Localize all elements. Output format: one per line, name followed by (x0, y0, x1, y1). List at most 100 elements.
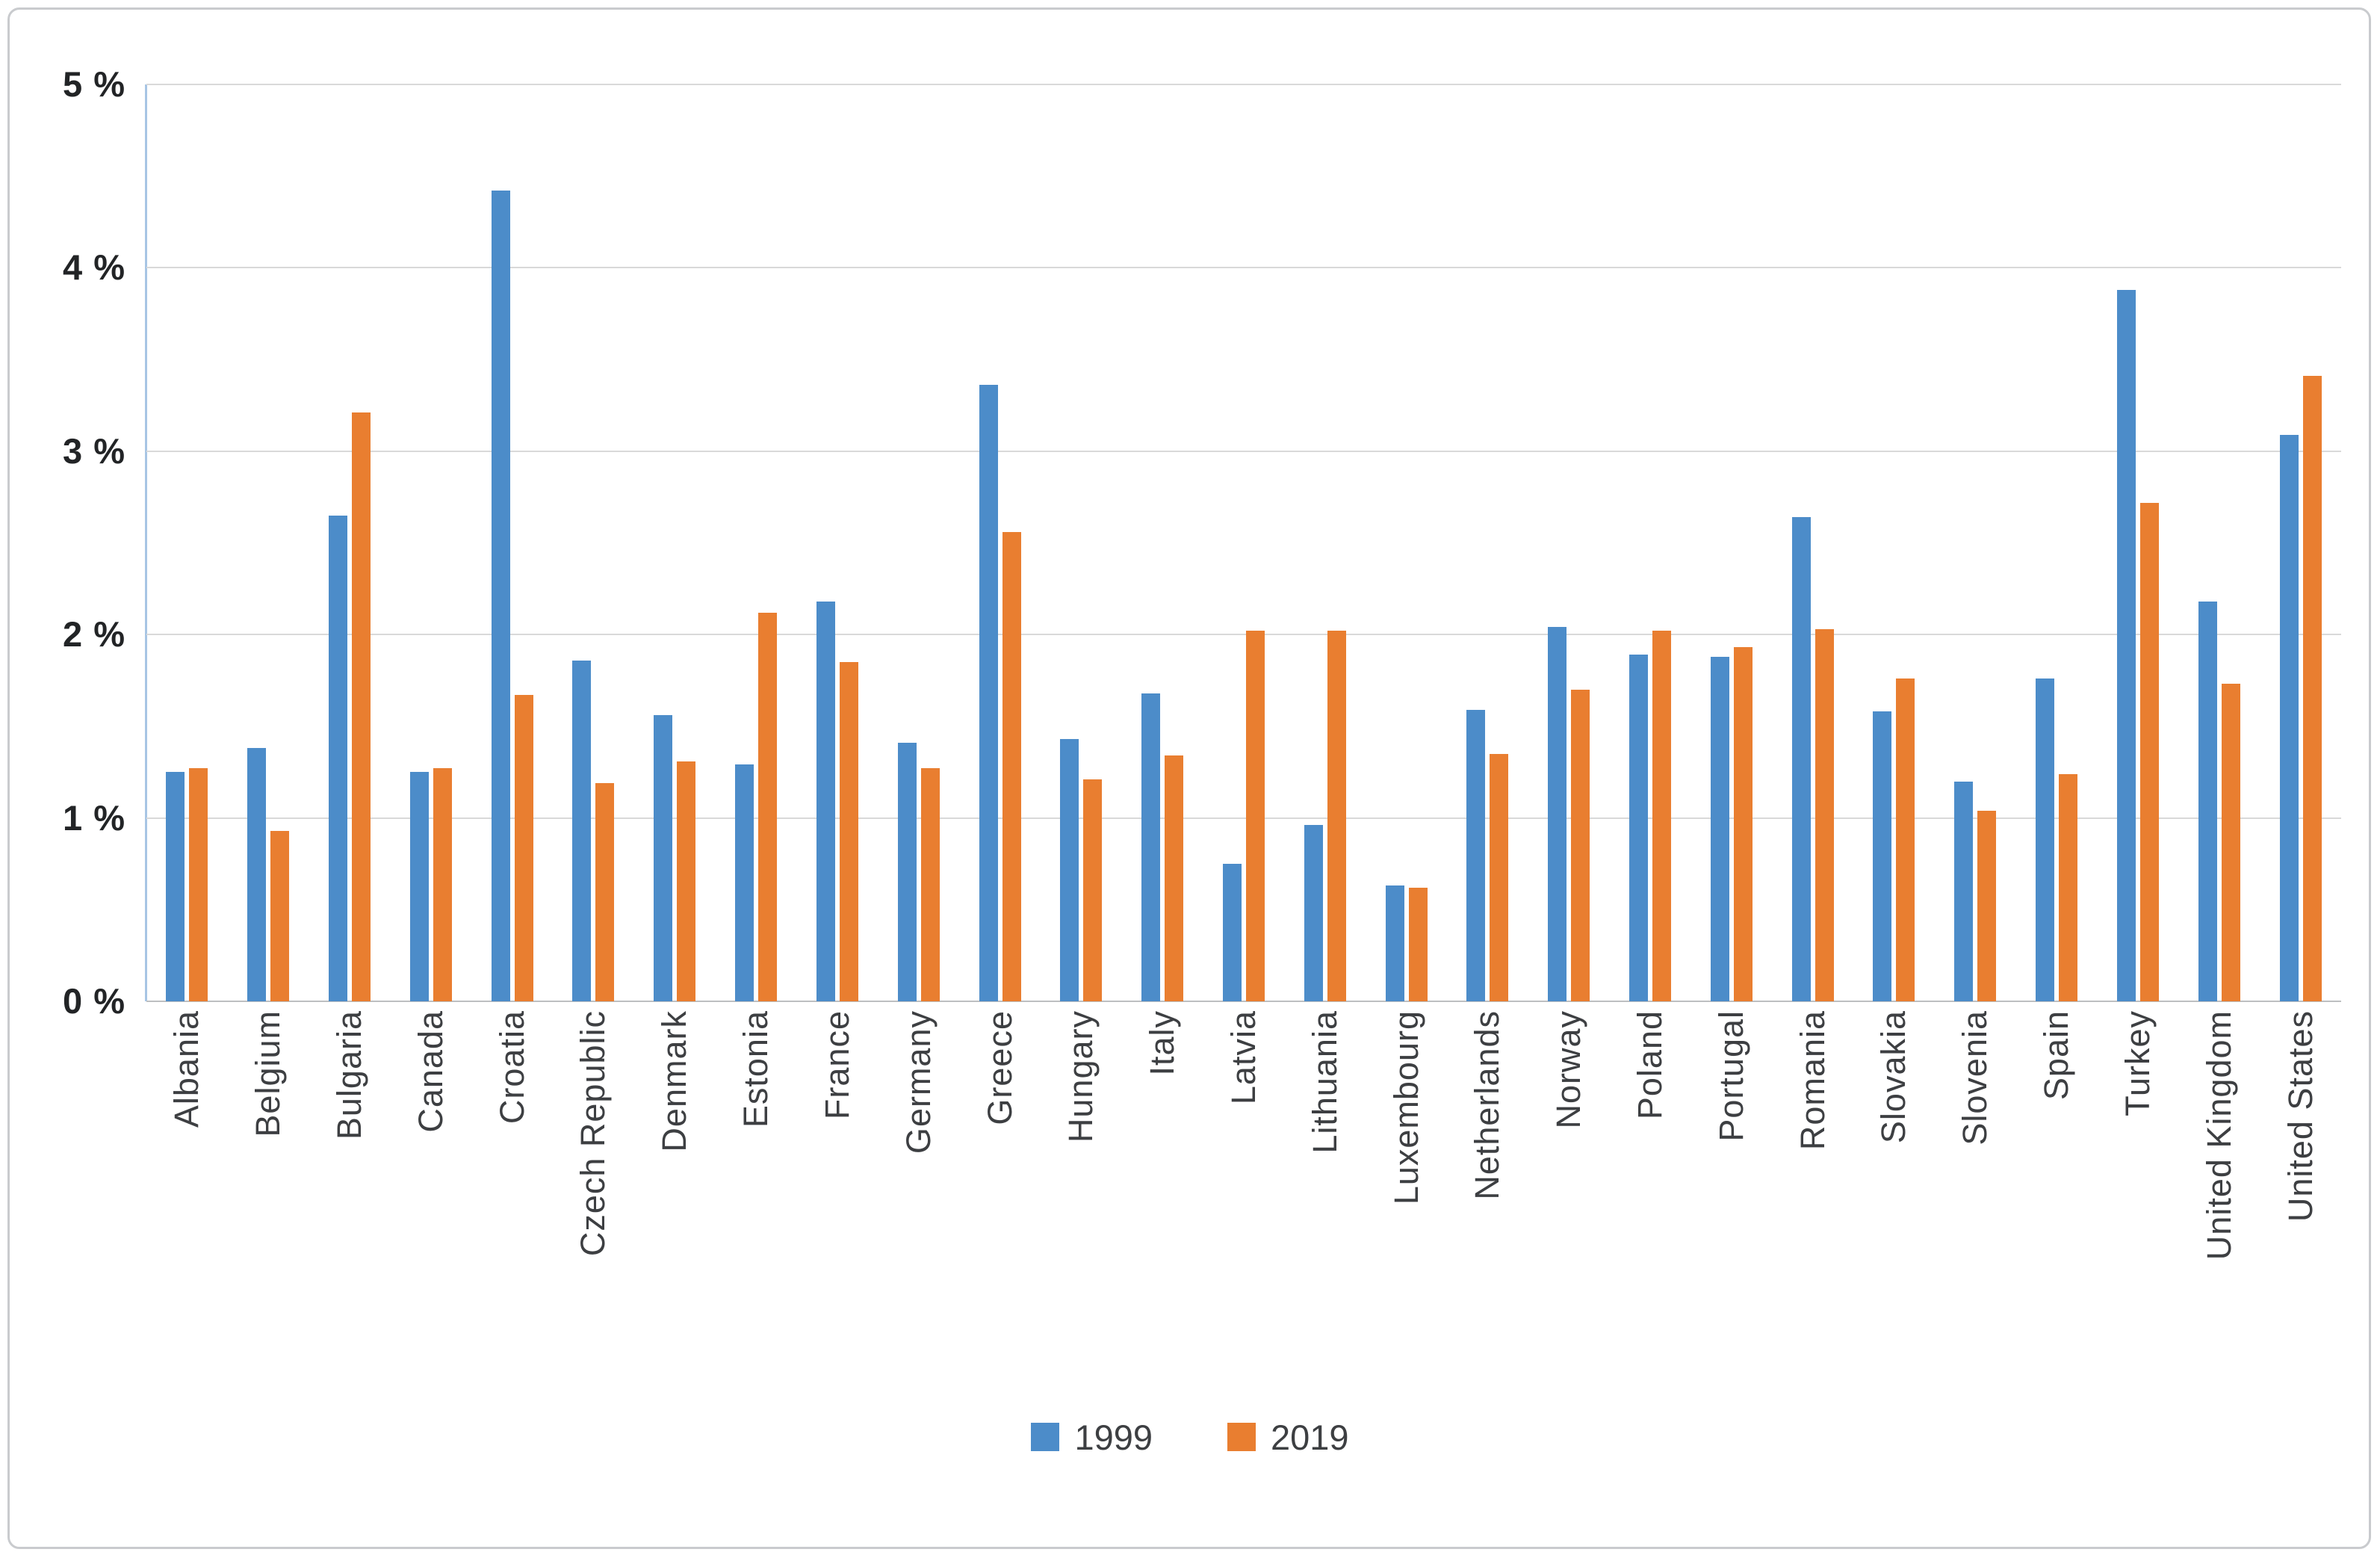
bar-2019-united-kingdom (2221, 684, 2240, 1001)
x-label-slovakia: Slovakia (1874, 1010, 1913, 1144)
x-label-estonia: Estonia (737, 1010, 775, 1128)
bar-2019-slovenia (1977, 810, 1997, 1001)
bar-group-croatia (471, 84, 553, 1001)
bar-1999-denmark (654, 715, 673, 1001)
x-axis-labels: Albania Belgium Bulgaria Canada Croatia Czech… (146, 1010, 2341, 1399)
bar-2019-albania (189, 768, 208, 1001)
bar-group-estonia (716, 84, 797, 1001)
bar-group-france (797, 84, 878, 1001)
y-tick-4pct: 4 % (63, 247, 125, 288)
bar-2019-germany (920, 768, 940, 1001)
bar-1999-france (816, 602, 835, 1001)
legend-label-2019: 2019 (1271, 1417, 1349, 1457)
bar-group-greece (959, 84, 1041, 1001)
legend-swatch-2019 (1227, 1423, 1256, 1451)
gridline-0pct (146, 1001, 2341, 1002)
y-axis-line (145, 84, 147, 1001)
legend-swatch-1999 (1031, 1423, 1060, 1451)
bar-1999-germany (897, 743, 917, 1001)
bar-group-romania (1772, 84, 1853, 1001)
bar-1999-lithuania (1304, 825, 1323, 1001)
x-label-norway: Norway (1549, 1010, 1588, 1129)
bar-1999-romania (1791, 517, 1811, 1001)
bar-group-czech-republic (553, 84, 634, 1001)
bar-1999-slovakia (1873, 711, 1892, 1001)
bar-group-germany (878, 84, 959, 1001)
y-tick-0pct: 0 % (63, 981, 125, 1021)
bar-group-slovenia (1935, 84, 2016, 1001)
bar-group-turkey (2098, 84, 2179, 1001)
bar-1999-poland (1629, 655, 1649, 1001)
bar-2019-portugal (1733, 647, 1753, 1001)
x-label-canada: Canada (411, 1010, 450, 1133)
x-label-denmark: Denmark (655, 1010, 694, 1152)
bar-group-italy (1122, 84, 1203, 1001)
x-label-czech-republic: Czech Republic (574, 1010, 613, 1257)
bar-2019-greece (1002, 531, 1021, 1001)
bar-1999-luxembourg (1385, 885, 1404, 1001)
x-label-latvia: Latvia (1224, 1010, 1262, 1105)
x-label-belgium: Belgium (249, 1010, 288, 1137)
x-label-turkey: Turkey (2118, 1010, 2157, 1116)
bar-2019-united-states (2302, 376, 2322, 1001)
bar-1999-italy (1141, 693, 1161, 1001)
x-label-poland: Poland (1631, 1010, 1670, 1120)
bar-group-united-states (2260, 84, 2341, 1001)
x-label-croatia: Croatia (492, 1010, 531, 1125)
bar-2019-canada (433, 768, 452, 1001)
bar-1999-slovenia (1954, 781, 1974, 1001)
bar-2019-italy (1165, 755, 1184, 1001)
bar-2019-belgium (270, 830, 290, 1001)
bar-group-netherlands (1447, 84, 1528, 1001)
bar-1999-croatia (491, 191, 510, 1001)
bar-1999-united-kingdom (2198, 602, 2217, 1001)
bar-group-poland (1610, 84, 1691, 1001)
bar-1999-turkey (2116, 289, 2136, 1001)
gridline-5pct (146, 84, 2341, 85)
y-tick-2pct: 2 % (63, 614, 125, 655)
bar-1999-albania (166, 772, 185, 1001)
bar-group-spain (2016, 84, 2098, 1001)
chart-frame (7, 7, 2371, 1549)
bar-1999-greece (979, 385, 998, 1001)
bar-1999-spain (2036, 678, 2055, 1001)
x-label-greece: Greece (980, 1010, 1019, 1125)
bar-group-lithuania (1284, 84, 1366, 1001)
plot-area (145, 84, 2341, 1002)
bar-group-luxembourg (1366, 84, 1447, 1001)
bar-2019-lithuania (1327, 631, 1346, 1001)
gridline-1pct (146, 817, 2341, 819)
bar-2019-romania (1815, 628, 1834, 1001)
x-label-slovenia: Slovenia (1956, 1010, 1995, 1146)
bar-1999-estonia (735, 764, 754, 1001)
bar-1999-bulgaria (329, 515, 348, 1001)
bar-group-united-kingdom (2178, 84, 2260, 1001)
bar-1999-norway (1548, 627, 1567, 1001)
y-tick-3pct: 3 % (63, 430, 125, 471)
x-label-spain: Spain (2037, 1010, 2076, 1101)
legend-label-1999: 1999 (1074, 1417, 1153, 1457)
gridline-2pct (146, 634, 2341, 636)
bar-2019-netherlands (1490, 753, 1509, 1001)
bar-2019-turkey (2139, 502, 2159, 1001)
bar-group-belgium (228, 84, 309, 1001)
bar-group-portugal (1691, 84, 1772, 1001)
bar-group-latvia (1203, 84, 1285, 1001)
bar-2019-slovakia (1896, 678, 1915, 1001)
bar-group-bulgaria (309, 84, 391, 1001)
bar-1999-czech-republic (572, 660, 592, 1001)
bar-1999-latvia (1222, 863, 1242, 1001)
x-label-portugal: Portugal (1711, 1010, 1750, 1142)
bar-group-denmark (634, 84, 716, 1001)
y-tick-5pct: 5 % (63, 64, 125, 104)
x-label-lithuania: Lithuania (1305, 1010, 1344, 1154)
x-label-germany: Germany (899, 1010, 938, 1154)
x-label-italy: Italy (1143, 1010, 1182, 1076)
bar-2019-bulgaria (352, 412, 371, 1001)
x-label-united-kingdom: United Kingdom (2199, 1010, 2238, 1261)
x-label-netherlands: Netherlands (1468, 1010, 1507, 1200)
x-label-france: France (817, 1010, 856, 1120)
x-label-united-states: United States (2281, 1010, 2319, 1222)
x-label-hungary: Hungary (1062, 1010, 1100, 1143)
y-tick-1pct: 1 % (63, 797, 125, 838)
